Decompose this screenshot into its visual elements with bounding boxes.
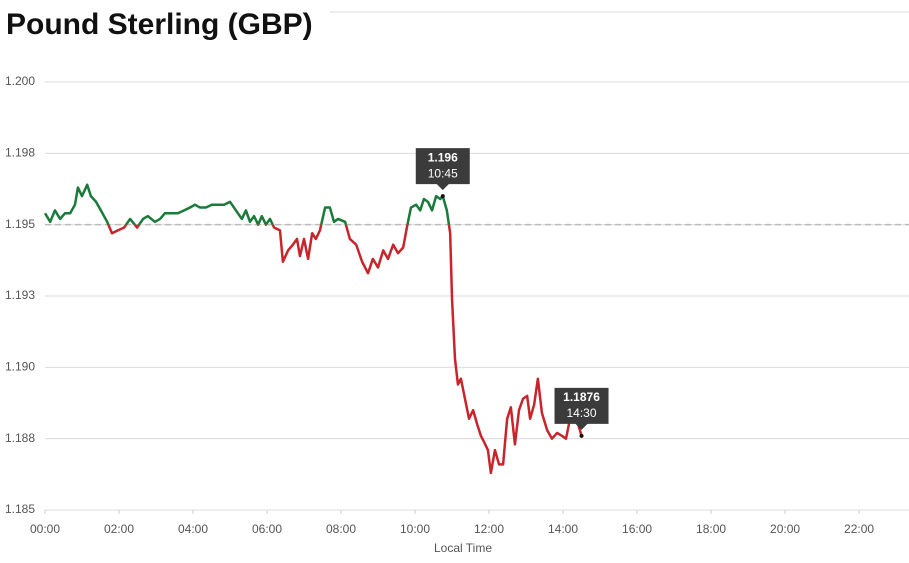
y-tick-label: 1.193 <box>5 288 35 302</box>
tooltip-value: 1.1876 <box>563 390 600 404</box>
x-tick-label: 10:00 <box>400 522 430 536</box>
y-tick-label: 1.198 <box>5 146 35 160</box>
x-tick-label: 12:00 <box>474 522 504 536</box>
annotation-point <box>440 194 445 199</box>
x-tick-label: 20:00 <box>770 522 800 536</box>
x-tick-label: 18:00 <box>696 522 726 536</box>
x-tick-label: 04:00 <box>178 522 208 536</box>
tooltip-time: 14:30 <box>567 406 597 420</box>
y-tick-label: 1.188 <box>5 431 35 445</box>
x-tick-label: 02:00 <box>104 522 134 536</box>
tooltip-time: 10:45 <box>428 166 458 180</box>
y-tick-label: 1.200 <box>5 74 35 88</box>
x-tick-label: 00:00 <box>30 522 60 536</box>
annotation-point <box>579 433 584 438</box>
x-tick-label: 08:00 <box>326 522 356 536</box>
x-tick-label: 16:00 <box>622 522 652 536</box>
y-tick-label: 1.190 <box>5 360 35 374</box>
tooltip-box <box>554 387 609 430</box>
x-tick-label: 06:00 <box>252 522 282 536</box>
tooltip-box <box>415 148 470 191</box>
y-tick-label: 1.195 <box>5 217 35 231</box>
x-tick-label: 14:00 <box>548 522 578 536</box>
line-up <box>43 183 451 225</box>
y-tick-label: 1.185 <box>5 502 35 516</box>
tooltip-value: 1.196 <box>428 150 458 164</box>
line-down <box>107 224 583 475</box>
x-tick-label: 22:00 <box>844 522 874 536</box>
x-axis-label: Local Time <box>434 541 492 555</box>
chart-title: Pound Sterling (GBP) <box>6 8 313 41</box>
